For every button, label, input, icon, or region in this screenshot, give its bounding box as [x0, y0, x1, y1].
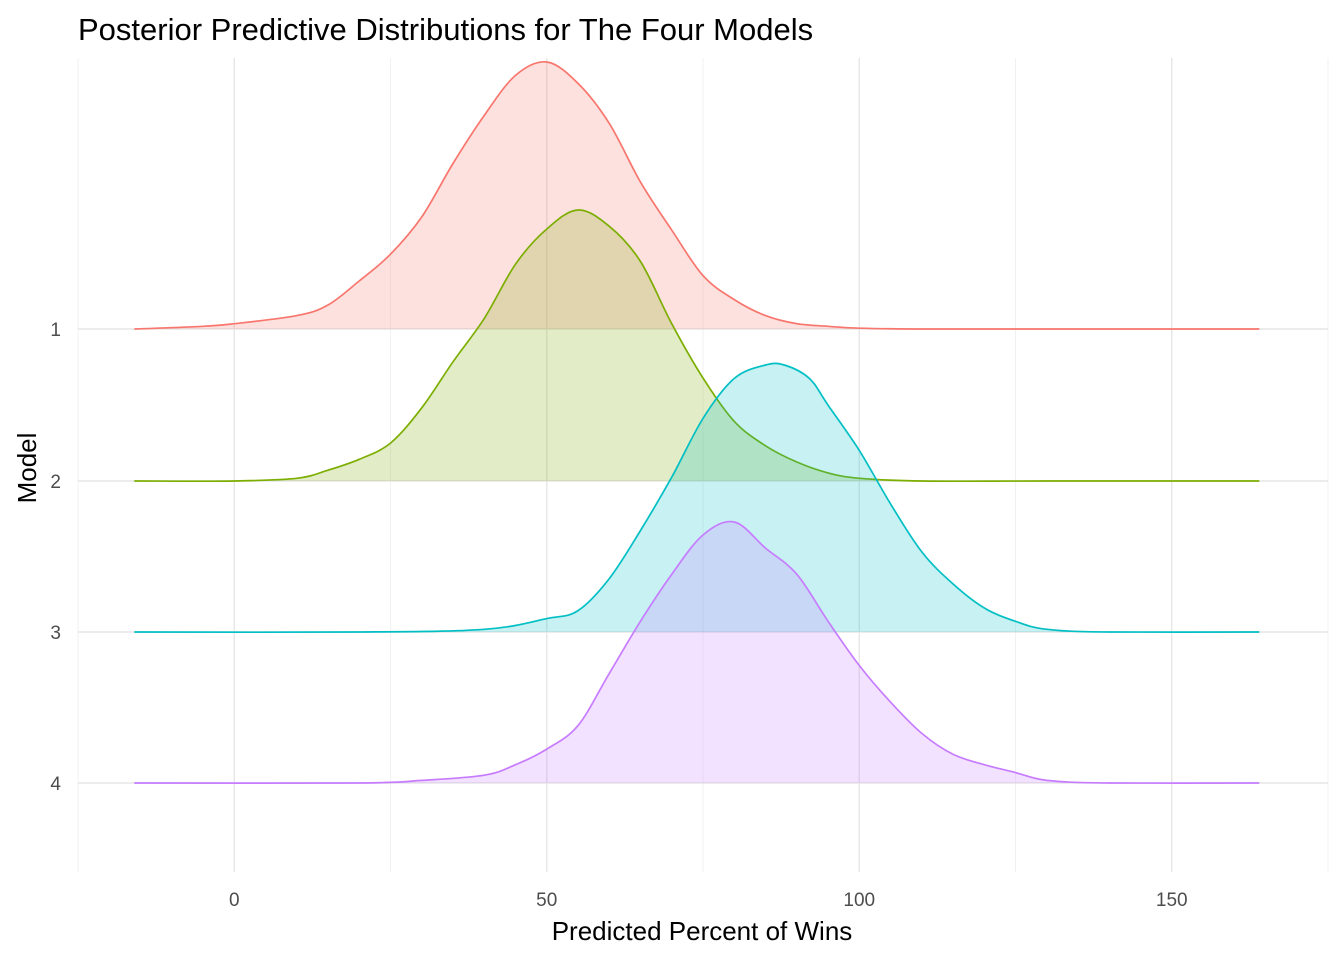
y-axis-title: Model [12, 433, 42, 504]
y-tick-label: 1 [50, 320, 61, 341]
chart-title: Posterior Predictive Distributions for T… [78, 12, 813, 47]
density-area-model-4 [134, 521, 1260, 784]
x-axis-title: Predicted Percent of Wins [552, 916, 853, 946]
density-line-model-1 [134, 60, 1260, 330]
density-area-model-2 [134, 209, 1260, 482]
y-tick-label: 3 [50, 623, 61, 644]
density-line-model-2 [134, 209, 1260, 483]
x-tick-label: 150 [1156, 890, 1188, 911]
y-axis-ticks: 1 2 3 4 [50, 320, 61, 795]
x-tick-label: 50 [536, 890, 557, 911]
ridge-model-3 [134, 362, 1260, 634]
ridge-model-1 [134, 60, 1260, 330]
y-tick-label: 4 [50, 774, 61, 795]
y-tick-label: 2 [50, 472, 61, 493]
ridges [134, 60, 1260, 785]
ridge-model-4 [134, 520, 1260, 785]
x-tick-label: 0 [229, 890, 240, 911]
density-area-model-3 [134, 363, 1260, 633]
x-tick-label: 100 [843, 890, 875, 911]
x-axis-ticks: 0 50 100 150 [229, 890, 1188, 911]
density-line-model-3 [134, 362, 1260, 634]
density-area-model-1 [134, 61, 1260, 330]
ridge-model-2 [134, 209, 1260, 483]
density-line-model-4 [134, 520, 1260, 785]
